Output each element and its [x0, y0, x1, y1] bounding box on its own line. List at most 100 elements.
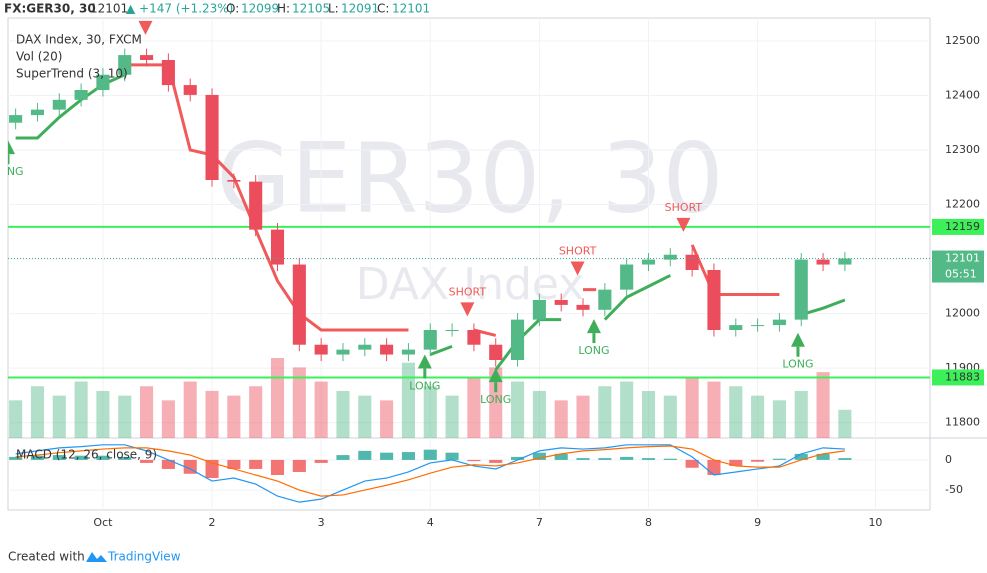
price-tag	[932, 218, 984, 235]
candle-body	[794, 259, 808, 320]
macd-histogram-bar	[161, 459, 175, 469]
signal-arrow	[460, 302, 475, 317]
macd-histogram-bar	[685, 459, 699, 468]
macd-histogram-bar	[380, 452, 394, 460]
legend-supertrend: SuperTrend (3, 10)	[16, 67, 128, 81]
candle-body	[74, 90, 88, 100]
close-label: C:	[377, 2, 389, 16]
supertrend-line	[603, 274, 671, 321]
macd-histogram-bar	[249, 459, 263, 469]
y-tick-label: 11800	[945, 416, 980, 429]
macd-histogram-bar	[336, 455, 350, 460]
volume-bar	[511, 381, 525, 438]
macd-signal-line	[15, 445, 845, 497]
signal-label: LONG	[578, 344, 609, 357]
candle-body	[314, 344, 328, 355]
candle-body	[598, 289, 612, 310]
signal-label: LONG	[0, 165, 24, 178]
macd-histogram-bar	[620, 456, 634, 460]
x-tick-label: 7	[536, 516, 543, 529]
macd-histogram-bar	[707, 459, 721, 475]
plot-area: LONGSHORTLONGSHORTLONGSHORTLONGSHORTLONG	[0, 18, 930, 510]
macd-histogram-bar	[314, 459, 328, 463]
candle-body	[576, 304, 590, 310]
volume-bar	[445, 395, 459, 438]
volume-bar	[74, 381, 88, 438]
volume-bar	[816, 372, 830, 438]
volume-bar	[336, 390, 350, 438]
candle-body	[183, 85, 197, 95]
macd-histogram-bar	[140, 459, 154, 463]
watermark-subtitle: DAX Index	[356, 259, 584, 310]
macd-histogram-bar	[96, 455, 110, 460]
signal-arrow	[586, 319, 601, 334]
volume-bar	[532, 390, 546, 438]
y-tick-label: 12500	[945, 34, 980, 47]
macd-histogram-bar	[270, 459, 285, 475]
candle-body	[52, 99, 66, 110]
footer-text: Created with	[8, 550, 85, 564]
signal-arrow	[8, 140, 15, 155]
macd-histogram-bar	[445, 452, 459, 460]
macd-histogram-bar	[9, 456, 23, 460]
macd-histogram-bar	[598, 458, 612, 460]
volume-bar	[161, 400, 175, 438]
supertrend-line	[429, 344, 453, 356]
signal-label: LONG	[782, 358, 813, 371]
footer-logo	[86, 552, 107, 562]
candle-body	[641, 259, 656, 265]
x-tick-label: 8	[645, 516, 652, 529]
macd-histogram-bar	[576, 458, 590, 460]
macd-histogram-bar	[227, 459, 241, 469]
volume-bar	[772, 400, 786, 438]
axes: 1180011900120001210012200123001240012500…	[93, 34, 984, 529]
volume-bar	[729, 386, 743, 438]
candle-body	[118, 55, 132, 75]
volume-bar	[794, 390, 808, 438]
high-label: H:	[277, 2, 290, 16]
price-tag-label: 11883	[945, 370, 980, 383]
volume-bar	[358, 395, 372, 438]
candle-body	[401, 349, 415, 355]
y-tick-label: 12000	[945, 307, 980, 320]
x-tick-label: 2	[209, 516, 216, 529]
x-tick-label: 10	[868, 516, 882, 529]
signal-arrow	[570, 261, 585, 276]
candle-body	[358, 344, 372, 350]
macd-histogram-bar	[489, 459, 503, 463]
macd-histogram-bar	[30, 455, 45, 460]
candle-body	[140, 55, 154, 60]
volume-bar	[620, 381, 634, 438]
candle-body	[772, 319, 786, 326]
volume-bar	[751, 395, 765, 438]
volume-bar	[96, 390, 110, 438]
y-tick-label: 12200	[945, 198, 980, 211]
change: ▲ +147 (+1.23%)	[126, 2, 233, 16]
footer-brand[interactable]: TradingView	[107, 550, 181, 564]
volume-bar	[314, 381, 328, 438]
close-value: 12101	[392, 2, 430, 16]
candle-body	[30, 109, 45, 116]
volume-bar	[118, 395, 132, 438]
macd-histogram-bar	[663, 458, 677, 460]
volume-bar	[9, 400, 23, 438]
candle-body	[620, 264, 634, 290]
last-price-tag	[932, 250, 984, 283]
volume-bar	[663, 395, 677, 438]
price-tag	[932, 369, 984, 386]
macd-histogram-bar	[74, 455, 88, 460]
macd-histogram-bar	[532, 452, 546, 460]
macd-tick-label: 0	[945, 453, 952, 466]
symbol: FX:GER30, 30	[4, 2, 96, 16]
volume-bar	[554, 400, 568, 438]
candle-body	[663, 254, 677, 260]
volume-bar	[380, 400, 394, 438]
macd-histogram-bar	[423, 449, 437, 460]
price-tag-label: 12159	[945, 220, 980, 233]
volume-bar	[641, 390, 656, 438]
candle-body	[270, 229, 285, 265]
macd-histogram-bar	[52, 455, 66, 460]
candle-body	[511, 319, 525, 360]
countdown: 05:51	[945, 268, 977, 281]
candle-body	[445, 330, 459, 331]
